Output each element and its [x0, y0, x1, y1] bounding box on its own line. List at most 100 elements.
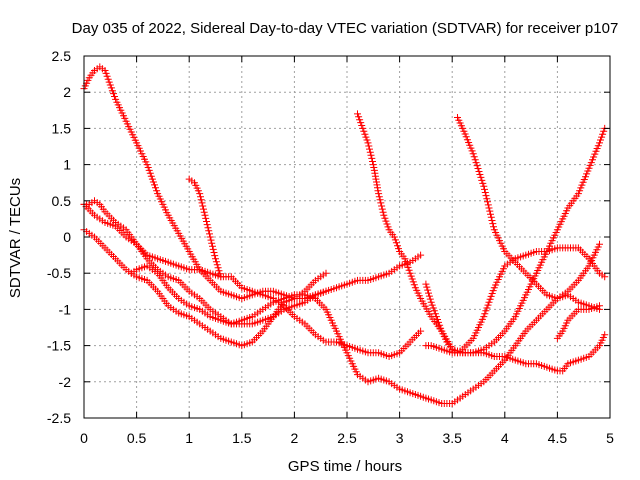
data-point: [405, 266, 413, 274]
data-point: [151, 181, 158, 189]
data-point: [474, 165, 482, 172]
data-point: [382, 217, 390, 225]
data-point: [209, 245, 217, 253]
data-point: [436, 321, 444, 329]
data-point: [104, 75, 112, 83]
data-point: [217, 273, 225, 281]
data-point: [596, 302, 603, 310]
data-point: [479, 179, 487, 187]
data-point: [488, 217, 496, 224]
x-tick-label: 1.5: [232, 430, 252, 446]
data-point: [196, 190, 204, 198]
data-point: [207, 236, 215, 244]
data-point: [375, 190, 383, 198]
x-axis-label: GPS time / hours: [288, 458, 402, 475]
x-tick-label: 4.5: [548, 430, 568, 446]
data-point: [378, 202, 386, 210]
data-point: [363, 136, 371, 144]
y-tick-label: -1.5: [47, 338, 71, 354]
axis-ticks: [83, 55, 611, 419]
data-point: [213, 261, 221, 269]
data-point: [481, 185, 488, 193]
data-point: [202, 214, 210, 222]
data-point: [357, 119, 365, 127]
data-point: [394, 242, 401, 250]
data-point: [365, 142, 373, 150]
data-point: [406, 269, 414, 277]
data-point: [152, 184, 159, 192]
data-point: [395, 245, 402, 253]
data-point: [435, 318, 442, 326]
data-point: [366, 145, 373, 153]
y-tick-label: -1: [59, 301, 72, 317]
x-tick-label: 4: [501, 430, 509, 446]
data-point: [148, 175, 156, 183]
data-point: [489, 287, 497, 295]
data-point: [205, 227, 213, 235]
data-point: [359, 124, 367, 132]
y-tick-label: -0.5: [47, 265, 71, 281]
data-point: [200, 208, 208, 216]
data-point: [481, 189, 489, 196]
data-point: [149, 178, 157, 186]
data-point: [215, 267, 223, 275]
data-point: [355, 113, 363, 121]
data-point: [203, 218, 210, 225]
data-point: [598, 133, 606, 141]
data-point: [401, 255, 409, 263]
data-point: [485, 204, 493, 212]
data-point: [408, 275, 416, 283]
data-point: [470, 153, 478, 161]
data-point: [384, 223, 392, 231]
data-point: [472, 159, 480, 167]
data-point: [370, 164, 378, 171]
data-point: [425, 292, 433, 300]
data-point: [206, 233, 214, 241]
data-point: [483, 195, 491, 203]
series-track-10: [422, 331, 609, 375]
data-point: [367, 151, 375, 159]
data-point: [407, 272, 415, 280]
x-tick-label: 3: [396, 430, 404, 446]
data-point: [208, 239, 216, 247]
data-point: [423, 283, 431, 291]
data-point: [107, 84, 115, 92]
x-tick-label: 2: [291, 430, 299, 446]
series-track-11: [553, 302, 603, 342]
x-tick-label: 3.5: [442, 430, 462, 446]
data-point: [417, 327, 425, 335]
data-point: [583, 170, 591, 178]
data-point: [206, 230, 213, 238]
data-point: [462, 133, 470, 141]
data-point: [403, 261, 411, 268]
data-point: [197, 193, 204, 201]
data-point: [379, 208, 387, 216]
y-tick-label: 2.5: [52, 48, 72, 64]
data-point: [372, 175, 380, 183]
x-tick-label: 5: [606, 430, 614, 446]
data-point: [106, 81, 114, 89]
data-markers: [80, 63, 609, 407]
y-tick-label: -2: [59, 374, 72, 390]
data-point: [210, 249, 218, 256]
data-point: [484, 301, 492, 309]
data-point: [143, 161, 151, 169]
series-track-3: [80, 226, 330, 350]
data-point: [480, 313, 488, 321]
data-point: [481, 310, 489, 318]
data-point: [469, 150, 477, 158]
data-point: [199, 202, 207, 210]
data-point: [101, 67, 109, 74]
data-point: [153, 187, 161, 195]
data-point: [428, 301, 436, 309]
data-point: [426, 295, 434, 303]
data-point: [483, 304, 491, 312]
data-point: [383, 220, 391, 228]
series-track-1: [80, 63, 330, 302]
data-point: [391, 236, 399, 244]
y-tick-label: 0.5: [52, 193, 72, 209]
data-point: [431, 310, 439, 318]
y-tick-label: 1: [63, 157, 71, 173]
data-point: [437, 324, 445, 332]
data-point: [402, 258, 410, 266]
